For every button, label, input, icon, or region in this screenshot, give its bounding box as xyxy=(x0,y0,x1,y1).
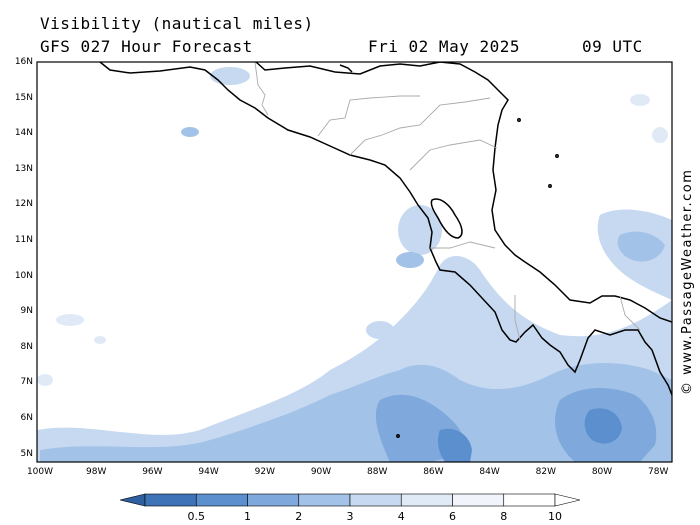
lat-tick-label: 6N xyxy=(20,413,33,423)
visibility-patch xyxy=(56,314,84,326)
colorbar-max-arrow xyxy=(554,493,581,507)
map-subtitle: GFS 027 Hour Forecast xyxy=(40,37,253,56)
lat-tick-label: 8N xyxy=(20,341,33,352)
lat-tick-label: 5N xyxy=(20,448,33,459)
visibility-patch xyxy=(652,127,668,143)
lat-tick-label: 13N xyxy=(14,163,33,174)
visibility-zone-east2 xyxy=(617,231,665,262)
colorbar-label: 10 xyxy=(548,510,562,523)
visibility-patch xyxy=(396,252,424,268)
lon-tick-label: 84W xyxy=(479,467,500,477)
visibility-patch xyxy=(210,67,250,85)
lat-tick-label: 16N xyxy=(14,57,33,67)
visibility-patch xyxy=(630,94,650,106)
lon-tick-label: 82W xyxy=(535,467,556,477)
lon-tick-label: 96W xyxy=(142,467,163,477)
visibility-patch xyxy=(94,336,106,344)
lat-tick-label: 11N xyxy=(14,235,33,245)
visibility-field xyxy=(37,62,672,462)
lon-tick-label: 98W xyxy=(86,467,107,477)
lon-tick-label: 78W xyxy=(648,467,669,477)
colorbar-swatch xyxy=(452,493,505,507)
lon-tick-label: 86W xyxy=(423,467,444,477)
colorbar-label: 2 xyxy=(295,510,303,523)
colorbar-swatch xyxy=(298,493,351,507)
forecast-hour: 09 UTC xyxy=(582,37,643,56)
lon-tick-label: 90W xyxy=(310,467,332,477)
lat-tick-label: 14N xyxy=(14,128,33,139)
visibility-zone-1to2b xyxy=(584,408,622,444)
credit-text: © www.PassageWeather.com xyxy=(680,168,695,395)
colorbar xyxy=(119,493,581,507)
lon-tick-label: 94W xyxy=(198,467,219,477)
lat-tick-label: 10N xyxy=(14,270,33,281)
colorbar-swatch xyxy=(349,493,402,507)
visibility-patch xyxy=(37,374,53,386)
colorbar-swatch xyxy=(195,493,248,507)
lon-tick-label: 80W xyxy=(591,467,613,477)
colorbar-label: 6 xyxy=(449,510,456,523)
colorbar-swatch xyxy=(503,493,556,507)
map-title: Visibility (nautical miles) xyxy=(40,14,314,33)
lat-tick-label: 7N xyxy=(20,377,33,388)
lon-tick-label: 92W xyxy=(254,467,275,477)
colorbar-swatch xyxy=(247,493,300,507)
visibility-zone-1to2 xyxy=(437,428,472,462)
lat-tick-label: 12N xyxy=(14,199,33,210)
lat-tick-label: 15N xyxy=(14,92,33,103)
visibility-patch xyxy=(366,321,394,339)
lon-tick-label: 88W xyxy=(367,467,388,477)
forecast-date: Fri 02 May 2025 xyxy=(368,37,520,56)
colorbar-min-arrow xyxy=(119,493,146,507)
map-frame xyxy=(36,61,673,463)
colorbar-swatch xyxy=(400,493,453,507)
colorbar-label: 0.5 xyxy=(187,510,206,523)
colorbar-label: 1 xyxy=(244,510,251,523)
colorbar-swatch xyxy=(144,493,197,507)
visibility-zone-3to4 xyxy=(40,363,672,462)
coastline xyxy=(99,62,672,438)
lat-tick-label: 9N xyxy=(20,306,33,317)
colorbar-label: 4 xyxy=(397,510,405,523)
colorbar-label: 8 xyxy=(500,510,508,523)
visibility-patch xyxy=(181,127,199,137)
country-borders xyxy=(254,62,641,341)
lon-tick-label: 100W xyxy=(26,467,54,477)
colorbar-label: 3 xyxy=(346,510,354,523)
